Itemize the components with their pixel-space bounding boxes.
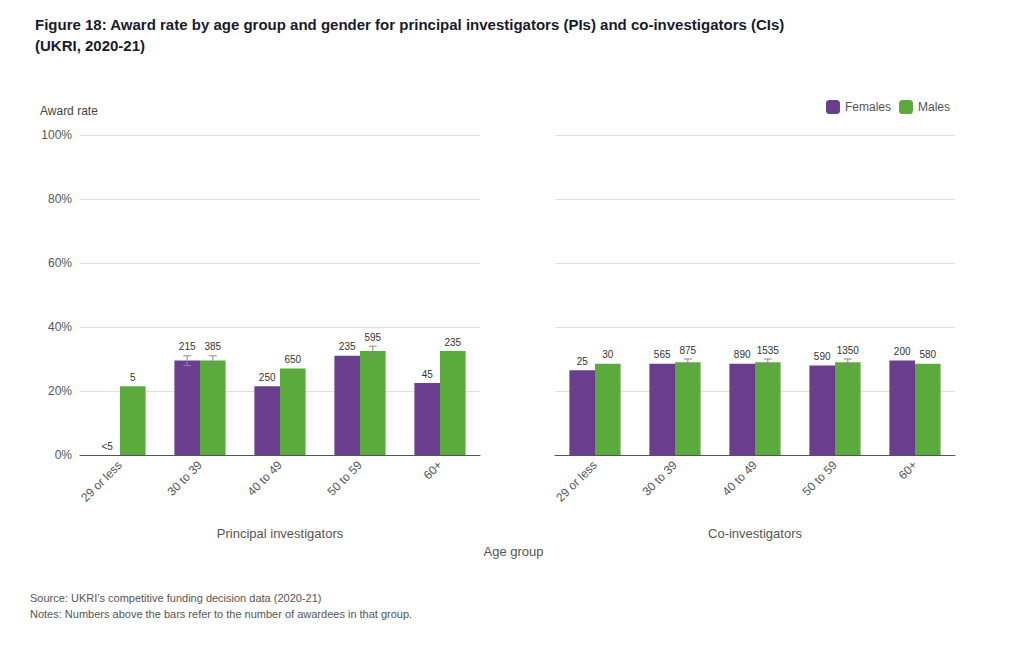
svg-text:100%: 100% (41, 128, 72, 142)
svg-text:(UKRI, 2020-21): (UKRI, 2020-21) (35, 37, 145, 54)
svg-text:30 to 39: 30 to 39 (639, 458, 680, 499)
svg-text:29 or less: 29 or less (553, 458, 600, 505)
svg-text:25: 25 (577, 356, 589, 367)
svg-text:45: 45 (422, 369, 434, 380)
svg-text:29 or less: 29 or less (78, 458, 125, 505)
svg-text:250: 250 (259, 372, 276, 383)
svg-text:580: 580 (919, 349, 936, 360)
svg-text:5: 5 (130, 372, 136, 383)
svg-text:235: 235 (339, 341, 356, 352)
svg-text:40 to 49: 40 to 49 (719, 458, 760, 499)
svg-text:Source: UKRI’s competitive fun: Source: UKRI’s competitive funding decis… (30, 592, 321, 604)
svg-text:20%: 20% (48, 384, 72, 398)
svg-text:60+: 60+ (896, 458, 920, 482)
svg-text:200: 200 (894, 346, 911, 357)
svg-text:385: 385 (204, 341, 221, 352)
svg-text:60%: 60% (48, 256, 72, 270)
svg-text:30: 30 (602, 349, 614, 360)
svg-text:<5: <5 (101, 441, 113, 452)
svg-text:0%: 0% (55, 448, 73, 462)
svg-text:650: 650 (284, 354, 301, 365)
svg-text:1350: 1350 (837, 345, 860, 356)
svg-text:50 to 59: 50 to 59 (324, 458, 365, 499)
svg-text:1535: 1535 (757, 345, 780, 356)
svg-text:Age group: Age group (484, 544, 544, 559)
svg-text:30 to 39: 30 to 39 (164, 458, 205, 499)
svg-text:565: 565 (654, 349, 671, 360)
svg-text:235: 235 (444, 337, 461, 348)
svg-text:Notes: Numbers above the bars: Notes: Numbers above the bars refer to t… (30, 608, 412, 620)
svg-text:215: 215 (179, 341, 196, 352)
svg-text:890: 890 (734, 349, 751, 360)
svg-text:Co-investigators: Co-investigators (708, 526, 802, 541)
svg-text:50 to 59: 50 to 59 (799, 458, 840, 499)
svg-text:875: 875 (679, 345, 696, 356)
svg-text:Males: Males (918, 100, 950, 114)
svg-text:590: 590 (814, 351, 831, 362)
svg-text:60+: 60+ (421, 458, 445, 482)
svg-text:40 to 49: 40 to 49 (244, 458, 285, 499)
svg-text:80%: 80% (48, 192, 72, 206)
svg-text:Award rate: Award rate (40, 104, 98, 118)
svg-text:Figure 18: Award rate by age g: Figure 18: Award rate by age group and g… (35, 16, 784, 33)
svg-text:40%: 40% (48, 320, 72, 334)
svg-text:595: 595 (364, 332, 381, 343)
svg-text:Principal investigators: Principal investigators (217, 526, 344, 541)
svg-text:Females: Females (845, 100, 891, 114)
